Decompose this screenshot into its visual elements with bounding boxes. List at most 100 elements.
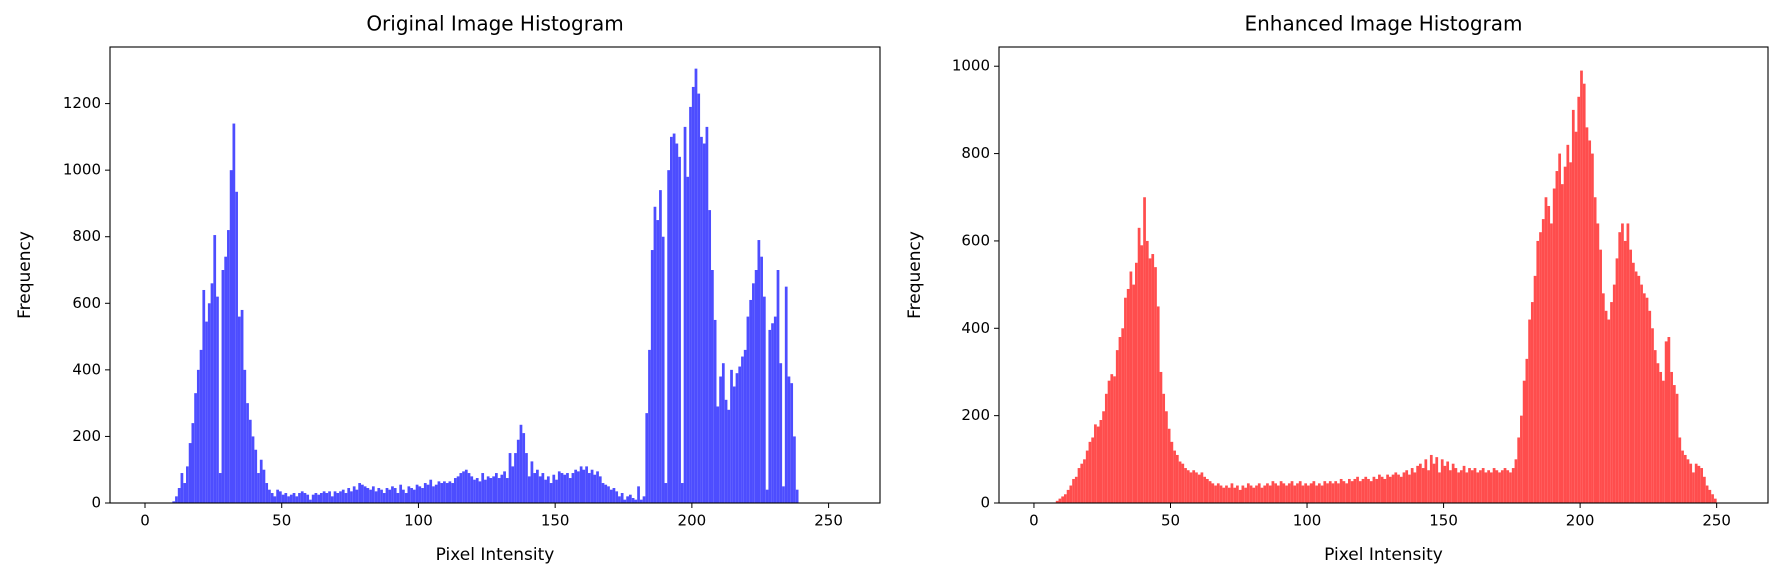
bar [1629, 249, 1633, 503]
bar [229, 170, 233, 503]
bar [552, 474, 556, 503]
bar [202, 289, 206, 503]
bar [270, 493, 274, 503]
bar [1361, 478, 1365, 503]
bar [1604, 310, 1608, 503]
bar [1451, 463, 1455, 503]
bar [399, 484, 403, 503]
bar [1520, 415, 1523, 503]
bar [508, 453, 512, 503]
bar [768, 329, 772, 503]
bar [1599, 249, 1602, 503]
bar [743, 349, 747, 503]
bar [1367, 478, 1370, 503]
bar [1711, 494, 1714, 503]
x-tick-label: 100 [404, 512, 433, 530]
bar [1678, 437, 1682, 503]
bar [339, 491, 342, 503]
bar [1561, 184, 1564, 504]
bar [1271, 481, 1275, 503]
bar [1274, 483, 1277, 503]
bar [749, 299, 753, 503]
y-axis-label: Frequency [905, 231, 925, 319]
bar [1525, 358, 1529, 503]
bar [1462, 465, 1466, 503]
x-tick-label: 200 [678, 512, 707, 530]
bar [1208, 481, 1212, 503]
bar [1268, 485, 1272, 503]
bar [631, 498, 635, 503]
bar [1697, 465, 1701, 503]
bar [451, 483, 454, 503]
bar [240, 309, 244, 503]
bar [1419, 463, 1422, 503]
bar [470, 476, 474, 503]
bar [1465, 472, 1469, 503]
bar [661, 236, 665, 503]
bar [566, 473, 569, 503]
bar [1432, 463, 1436, 503]
bar [210, 283, 214, 503]
bar [1621, 223, 1624, 503]
bar [1205, 478, 1209, 503]
bar [765, 489, 769, 503]
bar [462, 471, 465, 503]
bar [1165, 411, 1168, 503]
bar [1408, 474, 1411, 503]
bar [604, 484, 608, 503]
bar [719, 376, 722, 503]
x-tick-label: 50 [1161, 512, 1180, 530]
bar [1459, 470, 1463, 503]
bar [421, 488, 424, 503]
y-tick-label: 400 [961, 319, 990, 337]
bar [1503, 468, 1507, 503]
bar [227, 230, 230, 504]
bar [1686, 459, 1690, 503]
bar [1388, 476, 1392, 503]
bar [1293, 485, 1297, 503]
x-tick-label: 0 [1029, 512, 1039, 530]
bar [1574, 131, 1578, 503]
bar [429, 479, 433, 503]
bar [1705, 485, 1709, 503]
bar [311, 494, 315, 503]
bar [1175, 454, 1179, 503]
bar [752, 283, 755, 503]
bar [527, 476, 531, 503]
bar [1246, 483, 1250, 503]
bar [456, 476, 460, 503]
bar [363, 486, 367, 503]
bar [1703, 476, 1706, 503]
bar [560, 473, 564, 503]
bar [1211, 483, 1215, 503]
bar [1173, 450, 1176, 503]
bar [787, 376, 791, 503]
bar [793, 436, 796, 503]
bar [1222, 487, 1226, 503]
bar [1282, 483, 1286, 503]
bar [648, 349, 651, 503]
bar [500, 474, 504, 503]
bar [1440, 459, 1444, 503]
bar [309, 499, 312, 503]
bar [374, 491, 378, 503]
y-tick-label: 1000 [63, 161, 101, 179]
bar [216, 296, 219, 503]
bar [1580, 70, 1583, 503]
bar [412, 489, 416, 503]
bar [268, 489, 271, 503]
bar [1102, 411, 1105, 503]
bar [1517, 437, 1521, 503]
bar [1244, 487, 1247, 503]
bar [675, 143, 679, 503]
bar [721, 363, 725, 503]
bar [314, 493, 318, 503]
bar [549, 483, 553, 503]
bar [1110, 374, 1114, 503]
bar [1312, 481, 1316, 503]
bar [1334, 481, 1338, 503]
chart-title: Enhanced Image Histogram [1244, 12, 1522, 36]
bar [1132, 284, 1135, 503]
bar [1651, 328, 1654, 503]
bar [1345, 483, 1348, 503]
